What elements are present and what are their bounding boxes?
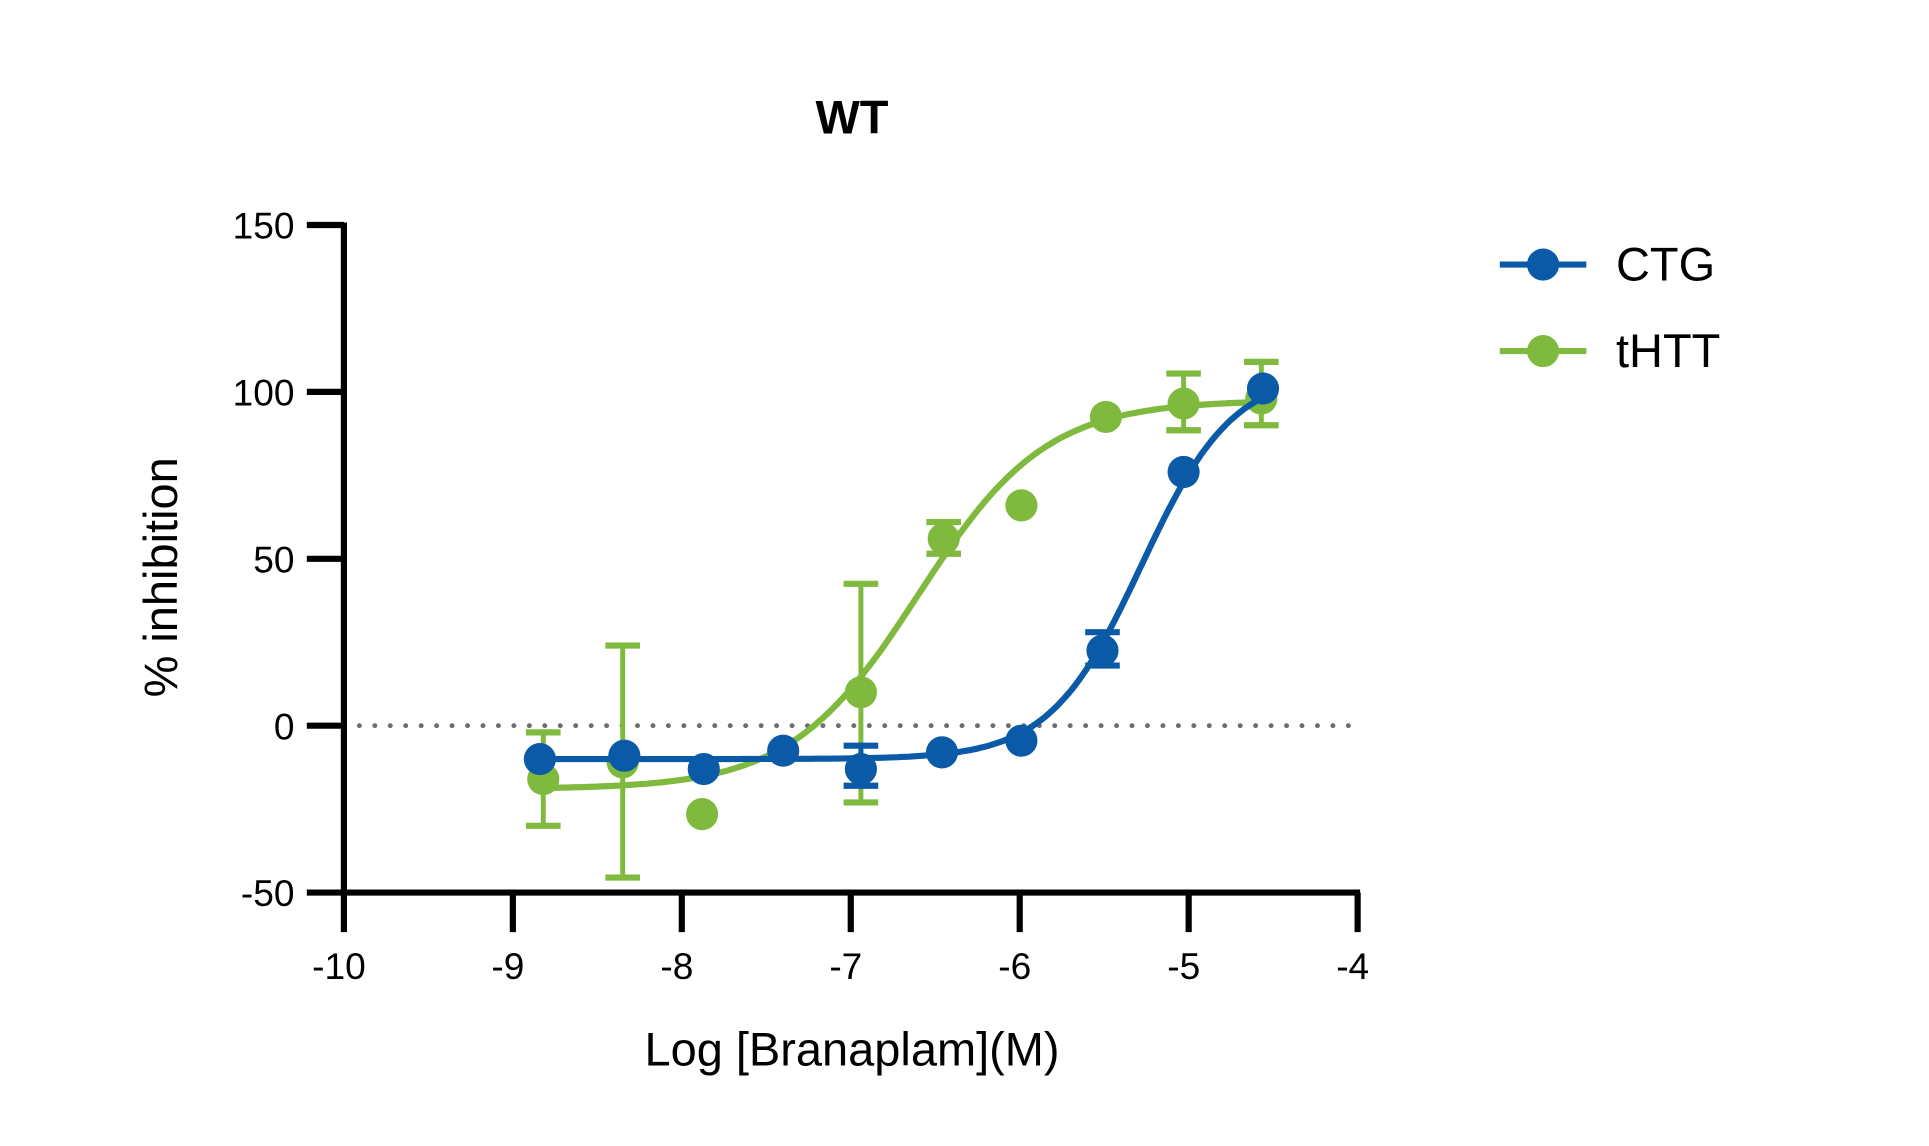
y-tick-label: 0: [274, 705, 295, 747]
data-point: [844, 752, 877, 786]
legend-label: tHTT: [1616, 324, 1720, 377]
legend-label: CTG: [1616, 238, 1715, 291]
x-tick-label: -4: [1336, 945, 1369, 987]
series-thtt: [525, 358, 1279, 881]
x-tick-label: -7: [829, 945, 862, 987]
legend: CTG tHTT: [1499, 238, 1720, 377]
data-point: [927, 522, 960, 555]
y-tick-label: 150: [233, 205, 295, 247]
data-point: [523, 742, 556, 776]
x-tick-label: -5: [1167, 945, 1200, 987]
y-tick-label: -50: [241, 872, 295, 914]
data-point: [844, 676, 877, 709]
data-point: [1167, 455, 1200, 489]
chart-title: WT: [815, 91, 888, 144]
fit-curve: [539, 394, 1265, 763]
x-tick-label: -9: [491, 945, 524, 987]
data-point: [1005, 489, 1038, 522]
data-point: [1086, 634, 1119, 667]
x-tick-label: -8: [660, 945, 693, 987]
x-tick-label: -6: [998, 945, 1031, 987]
legend-marker: [1526, 335, 1560, 368]
data-point: [687, 752, 720, 786]
y-tick-label: 100: [233, 371, 295, 413]
x-tick-label: -10: [312, 945, 366, 987]
data-point: [1246, 372, 1280, 405]
data-point: [686, 798, 719, 831]
y-axis-label: % inhibition: [134, 457, 187, 697]
data-point: [608, 739, 641, 772]
data-point: [1089, 400, 1122, 433]
fit-curve: [543, 398, 1262, 792]
x-axis-label: Log [Branaplam](M): [644, 1023, 1059, 1076]
legend-marker: [1526, 248, 1560, 281]
data-point: [1005, 724, 1038, 757]
series-ctg: [523, 372, 1280, 789]
data-point: [767, 734, 800, 767]
data-point: [1167, 387, 1200, 420]
data-point: [925, 736, 959, 769]
y-tick-label: 50: [253, 538, 294, 580]
